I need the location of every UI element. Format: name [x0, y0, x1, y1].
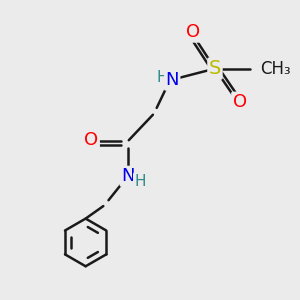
Text: N: N: [121, 167, 134, 185]
Text: H: H: [156, 70, 167, 86]
Text: N: N: [166, 71, 179, 89]
Text: O: O: [232, 93, 247, 111]
Text: CH₃: CH₃: [261, 60, 291, 78]
Text: O: O: [186, 23, 200, 41]
Text: S: S: [209, 59, 221, 78]
Text: O: O: [84, 131, 98, 149]
Text: H: H: [134, 174, 146, 189]
